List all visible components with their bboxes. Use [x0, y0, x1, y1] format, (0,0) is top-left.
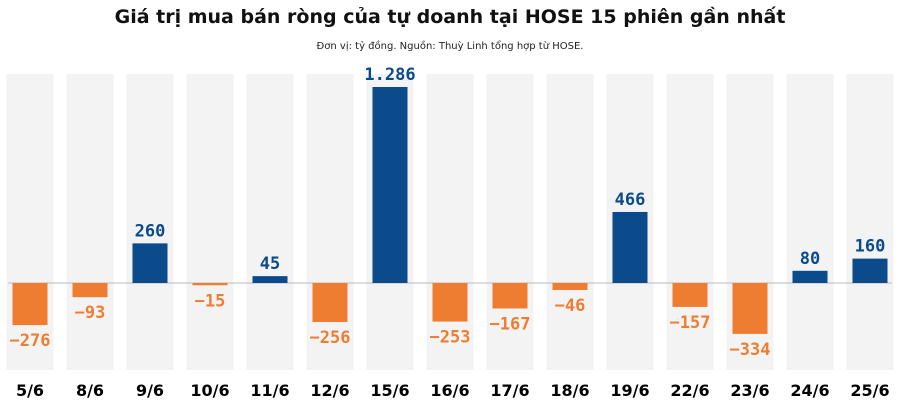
- x-axis-tick-labels: 5/6 8/6 9/6 10/6 11/6 12/6 15/6 16/6 17/6 18/6 19/…: [16, 381, 890, 400]
- column-band: [546, 74, 594, 370]
- bar: [252, 276, 288, 283]
- column-band: [66, 74, 114, 370]
- x-tick-label: 16/6: [430, 381, 469, 400]
- x-tick-label: 25/6: [850, 381, 889, 400]
- x-tick-label: 23/6: [730, 381, 769, 400]
- bar: [372, 87, 408, 283]
- x-tick-label: 24/6: [790, 381, 829, 400]
- bar: [492, 283, 528, 309]
- bars: [12, 87, 888, 334]
- bar: [132, 243, 168, 283]
- data-label: −157: [670, 313, 711, 333]
- column-band: [846, 74, 894, 370]
- x-tick-label: 5/6: [16, 381, 44, 400]
- chart-title: Giá trị mua bán ròng của tự doanh tại HO…: [114, 6, 786, 28]
- data-label: −167: [490, 314, 531, 334]
- data-label: −253: [430, 328, 471, 348]
- x-tick-label: 22/6: [670, 381, 709, 400]
- column-band: [306, 74, 354, 370]
- x-tick-label: 8/6: [76, 381, 104, 400]
- data-label: 260: [135, 221, 166, 241]
- data-label: −276: [10, 331, 51, 351]
- x-tick-label: 15/6: [370, 381, 409, 400]
- bar: [192, 283, 228, 286]
- x-tick-label: 12/6: [310, 381, 349, 400]
- x-tick-label: 19/6: [610, 381, 649, 400]
- x-tick-label: 9/6: [136, 381, 164, 400]
- bar: [672, 283, 708, 307]
- bar: [732, 283, 768, 334]
- bar: [852, 258, 888, 283]
- column-band: [186, 74, 234, 370]
- x-tick-label: 18/6: [550, 381, 589, 400]
- column-band: [786, 74, 834, 370]
- column-band: [126, 74, 174, 370]
- bar: [72, 283, 108, 298]
- chart-subtitle: Đơn vị: tỷ đồng. Nguồn: Thuỳ Linh tổng h…: [316, 41, 584, 52]
- data-labels: −276 −93 260 −15 45 −256 1.286 −253 −167 −46 466 −1…: [10, 65, 886, 360]
- bar: [432, 283, 468, 322]
- data-label: −15: [195, 291, 226, 311]
- data-label: −93: [75, 303, 106, 323]
- data-label: 160: [855, 237, 886, 257]
- column-band: [666, 74, 714, 370]
- data-label: −334: [730, 340, 771, 360]
- data-label: 80: [800, 249, 820, 269]
- data-label: 466: [615, 190, 646, 210]
- x-tick-label: 10/6: [190, 381, 229, 400]
- column-band: [486, 74, 534, 370]
- bar: [12, 283, 48, 326]
- column-band: [246, 74, 294, 370]
- bar: [552, 283, 588, 291]
- column-band: [426, 74, 474, 370]
- column-band: [6, 74, 54, 370]
- x-tick-label: 11/6: [250, 381, 289, 400]
- data-label: 45: [260, 254, 280, 274]
- x-tick-label: 17/6: [490, 381, 529, 400]
- bar: [312, 283, 348, 323]
- data-label: −46: [555, 296, 586, 316]
- bar: [792, 270, 828, 283]
- data-label: −256: [310, 328, 351, 348]
- data-label: 1.286: [364, 65, 415, 85]
- bar: [612, 211, 648, 283]
